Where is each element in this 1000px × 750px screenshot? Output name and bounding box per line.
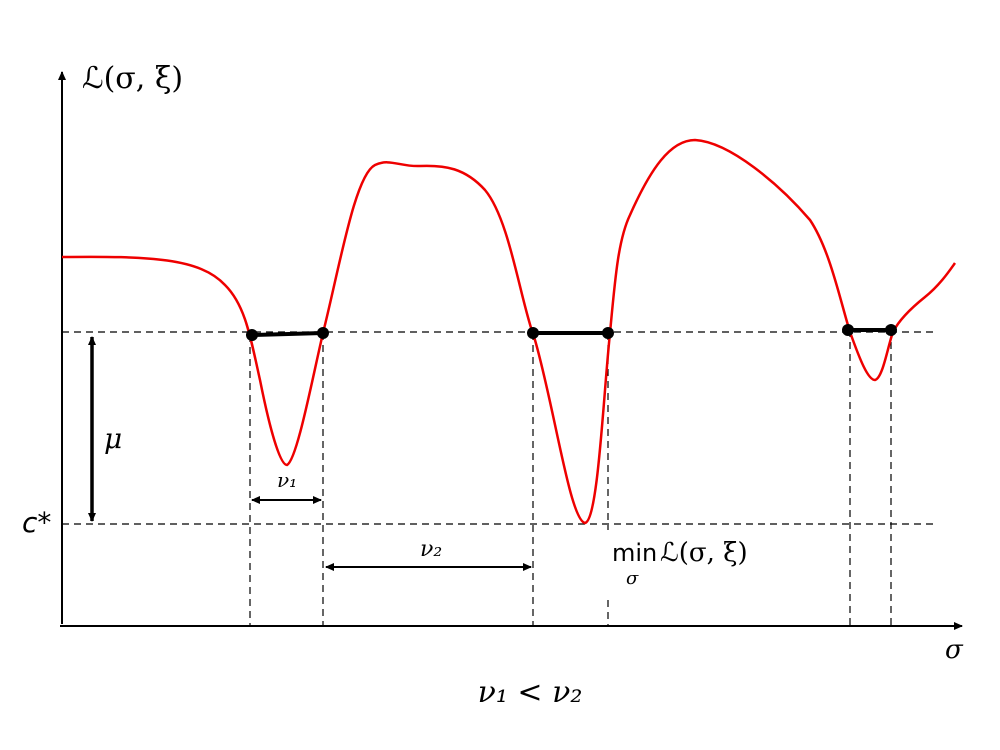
point xyxy=(602,327,614,339)
min-subscript: σ xyxy=(626,568,639,589)
point xyxy=(842,324,854,336)
nu2-label: ν₂ xyxy=(420,537,442,562)
segment xyxy=(251,331,324,337)
nu1-label: ν₁ xyxy=(277,468,297,492)
point xyxy=(527,327,539,339)
x-axis-label: σ xyxy=(945,635,964,665)
min-label: min xyxy=(612,539,657,567)
point xyxy=(246,329,258,341)
point xyxy=(885,324,897,336)
mu-label: μ xyxy=(104,422,122,455)
caption: ν₁ < ν₂ xyxy=(478,675,583,710)
y-axis-label: ℒ(σ, ξ) xyxy=(82,61,183,96)
min-function: ℒ(σ, ξ) xyxy=(660,538,748,568)
c-star-label: c* xyxy=(22,506,51,539)
point xyxy=(317,327,329,339)
